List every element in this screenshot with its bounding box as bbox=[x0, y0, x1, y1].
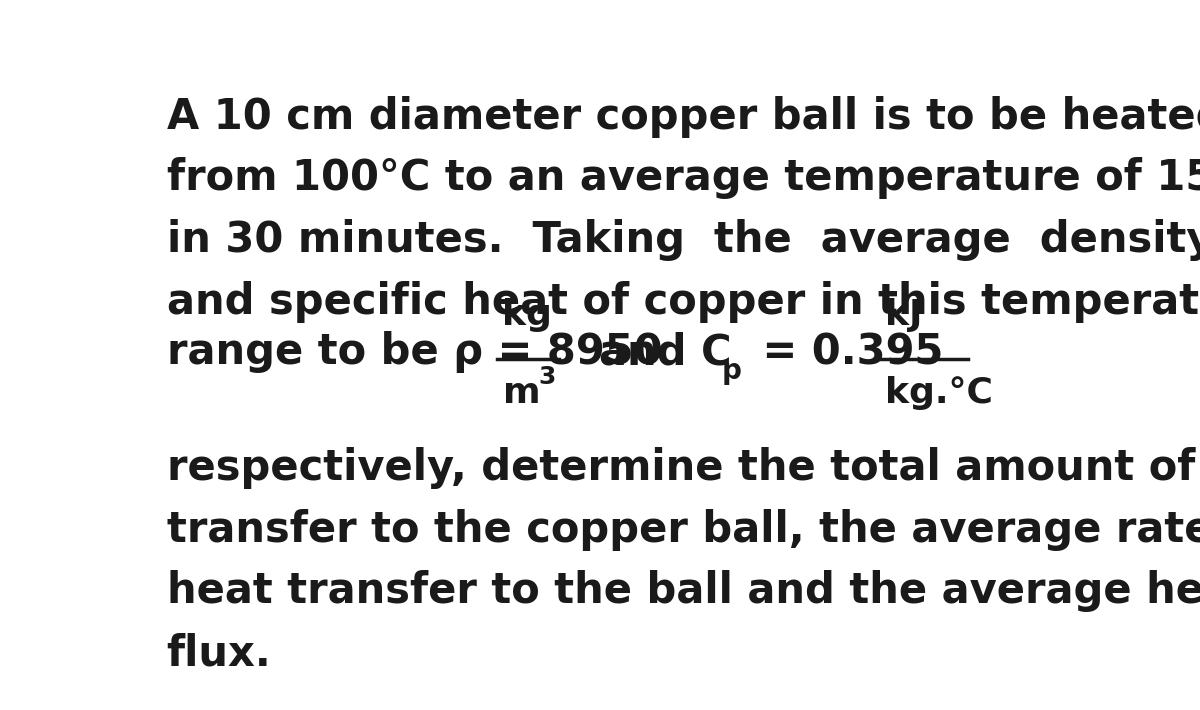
Text: flux.: flux. bbox=[167, 632, 271, 674]
Text: from 100°C to an average temperature of 150°C: from 100°C to an average temperature of … bbox=[167, 157, 1200, 200]
Text: kJ: kJ bbox=[884, 297, 923, 332]
Text: transfer to the copper ball, the average rate of: transfer to the copper ball, the average… bbox=[167, 508, 1200, 551]
Text: and C: and C bbox=[570, 331, 732, 373]
Text: in 30 minutes.  Taking  the  average  density: in 30 minutes. Taking the average densit… bbox=[167, 219, 1200, 261]
Text: 3: 3 bbox=[539, 365, 556, 389]
Text: range to be ρ = 8950: range to be ρ = 8950 bbox=[167, 331, 662, 373]
Text: heat transfer to the ball and the average heat: heat transfer to the ball and the averag… bbox=[167, 570, 1200, 613]
Text: p: p bbox=[722, 357, 742, 386]
Text: kg.°C: kg.°C bbox=[884, 376, 992, 410]
Text: = 0.395: = 0.395 bbox=[748, 331, 943, 373]
Text: kg: kg bbox=[502, 297, 552, 332]
Text: and specific heat of copper in this temperature: and specific heat of copper in this temp… bbox=[167, 280, 1200, 323]
Text: m: m bbox=[504, 376, 541, 410]
Text: respectively, determine the total amount of heat: respectively, determine the total amount… bbox=[167, 447, 1200, 489]
Text: A 10 cm diameter copper ball is to be heated: A 10 cm diameter copper ball is to be he… bbox=[167, 96, 1200, 138]
